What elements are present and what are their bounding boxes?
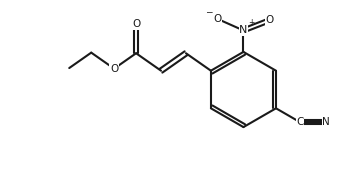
Text: −: −	[205, 7, 212, 16]
Text: +: +	[248, 18, 255, 27]
Text: O: O	[132, 19, 140, 29]
Text: O: O	[213, 14, 222, 24]
Text: N: N	[239, 25, 248, 35]
Text: C: C	[296, 117, 304, 127]
Text: O: O	[265, 15, 274, 25]
Text: N: N	[322, 117, 330, 127]
Text: O: O	[110, 64, 118, 74]
